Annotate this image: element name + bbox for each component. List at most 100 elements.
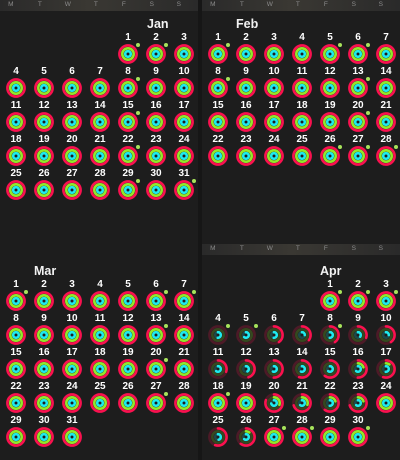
day-cell[interactable]: 22 [206, 134, 230, 168]
day-cell[interactable]: 23 [32, 381, 56, 415]
day-cell[interactable]: 25 [290, 134, 314, 168]
day-cell[interactable]: 7 [88, 66, 112, 100]
day-cell[interactable]: 8 [206, 66, 230, 100]
day-cell[interactable]: 5 [32, 66, 56, 100]
day-cell[interactable]: 30 [144, 168, 168, 202]
day-cell[interactable]: 4 [88, 279, 112, 313]
day-cell[interactable]: 4 [206, 313, 230, 347]
day-cell[interactable]: 1 [206, 32, 230, 66]
day-cell[interactable]: 11 [4, 100, 28, 134]
day-cell[interactable]: 12 [32, 100, 56, 134]
day-cell[interactable]: 22 [318, 381, 342, 415]
day-cell[interactable]: 8 [116, 66, 140, 100]
day-cell[interactable]: 20 [346, 100, 370, 134]
day-cell[interactable]: 18 [88, 347, 112, 381]
day-cell[interactable]: 9 [234, 66, 258, 100]
day-cell[interactable]: 11 [88, 313, 112, 347]
day-cell[interactable]: 12 [234, 347, 258, 381]
day-cell[interactable]: 20 [262, 381, 286, 415]
day-cell[interactable]: 5 [318, 32, 342, 66]
day-cell[interactable]: 31 [60, 415, 84, 449]
day-cell[interactable]: 24 [60, 381, 84, 415]
day-cell[interactable]: 16 [234, 100, 258, 134]
day-cell[interactable]: 10 [172, 66, 196, 100]
day-cell[interactable]: 4 [4, 66, 28, 100]
day-cell[interactable]: 18 [206, 381, 230, 415]
day-cell[interactable]: 28 [172, 381, 196, 415]
day-cell[interactable]: 2 [346, 279, 370, 313]
day-cell[interactable]: 3 [60, 279, 84, 313]
day-cell[interactable]: 29 [4, 415, 28, 449]
day-cell[interactable]: 25 [4, 168, 28, 202]
day-cell[interactable]: 9 [32, 313, 56, 347]
day-cell[interactable]: 29 [116, 168, 140, 202]
day-cell[interactable]: 8 [4, 313, 28, 347]
day-cell[interactable]: 12 [318, 66, 342, 100]
day-cell[interactable]: 7 [172, 279, 196, 313]
day-cell[interactable]: 18 [290, 100, 314, 134]
day-cell[interactable]: 13 [262, 347, 286, 381]
day-cell[interactable]: 14 [88, 100, 112, 134]
day-cell[interactable]: 1 [116, 32, 140, 66]
day-cell[interactable]: 21 [290, 381, 314, 415]
day-cell[interactable]: 17 [60, 347, 84, 381]
day-cell[interactable]: 3 [262, 32, 286, 66]
day-cell[interactable]: 30 [346, 415, 370, 449]
day-cell[interactable]: 9 [144, 66, 168, 100]
day-cell[interactable]: 26 [234, 415, 258, 449]
day-cell[interactable]: 14 [172, 313, 196, 347]
day-cell[interactable]: 6 [60, 66, 84, 100]
day-cell[interactable]: 13 [144, 313, 168, 347]
day-cell[interactable]: 24 [262, 134, 286, 168]
day-cell[interactable]: 19 [318, 100, 342, 134]
day-cell[interactable]: 28 [88, 168, 112, 202]
day-cell[interactable]: 2 [32, 279, 56, 313]
day-cell[interactable]: 17 [374, 347, 398, 381]
day-cell[interactable]: 25 [88, 381, 112, 415]
day-cell[interactable]: 27 [346, 134, 370, 168]
day-cell[interactable]: 21 [374, 100, 398, 134]
day-cell[interactable]: 24 [172, 134, 196, 168]
day-cell[interactable]: 29 [318, 415, 342, 449]
day-cell[interactable]: 10 [262, 66, 286, 100]
day-cell[interactable]: 14 [374, 66, 398, 100]
day-cell[interactable]: 5 [234, 313, 258, 347]
day-cell[interactable]: 27 [144, 381, 168, 415]
day-cell[interactable]: 21 [172, 347, 196, 381]
day-cell[interactable]: 15 [206, 100, 230, 134]
day-cell[interactable]: 30 [32, 415, 56, 449]
day-cell[interactable]: 23 [234, 134, 258, 168]
day-cell[interactable]: 23 [144, 134, 168, 168]
day-cell[interactable]: 11 [290, 66, 314, 100]
day-cell[interactable]: 7 [290, 313, 314, 347]
day-cell[interactable]: 9 [346, 313, 370, 347]
day-cell[interactable]: 26 [32, 168, 56, 202]
day-cell[interactable]: 14 [290, 347, 314, 381]
day-cell[interactable]: 10 [60, 313, 84, 347]
day-cell[interactable]: 24 [374, 381, 398, 415]
day-cell[interactable]: 27 [60, 168, 84, 202]
day-cell[interactable]: 10 [374, 313, 398, 347]
day-cell[interactable]: 23 [346, 381, 370, 415]
day-cell[interactable]: 31 [172, 168, 196, 202]
day-cell[interactable]: 1 [318, 279, 342, 313]
day-cell[interactable]: 16 [32, 347, 56, 381]
day-cell[interactable]: 8 [318, 313, 342, 347]
day-cell[interactable]: 3 [172, 32, 196, 66]
day-cell[interactable]: 6 [346, 32, 370, 66]
day-cell[interactable]: 26 [318, 134, 342, 168]
day-cell[interactable]: 19 [116, 347, 140, 381]
day-cell[interactable]: 11 [206, 347, 230, 381]
day-cell[interactable]: 19 [234, 381, 258, 415]
day-cell[interactable]: 19 [32, 134, 56, 168]
day-cell[interactable]: 3 [374, 279, 398, 313]
day-cell[interactable]: 28 [290, 415, 314, 449]
day-cell[interactable]: 26 [116, 381, 140, 415]
day-cell[interactable]: 12 [116, 313, 140, 347]
day-cell[interactable]: 17 [262, 100, 286, 134]
day-cell[interactable]: 6 [144, 279, 168, 313]
day-cell[interactable]: 5 [116, 279, 140, 313]
day-cell[interactable]: 20 [144, 347, 168, 381]
day-cell[interactable]: 17 [172, 100, 196, 134]
day-cell[interactable]: 1 [4, 279, 28, 313]
